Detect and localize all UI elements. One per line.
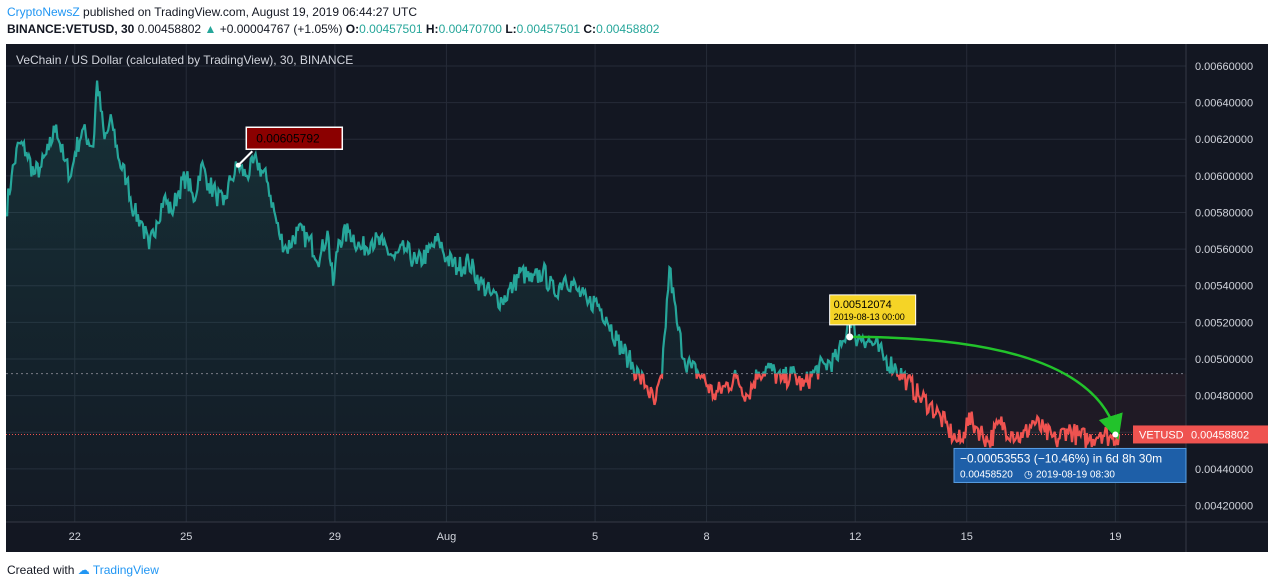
time-axis[interactable]: 22 25 29 Aug 5 8 12 15 19 xyxy=(69,531,1122,543)
low-marker-date: 2019-08-13 00:00 xyxy=(834,312,905,322)
chart-title: VeChain / US Dollar (calculated by Tradi… xyxy=(16,53,353,67)
footer: Created with ☁ TradingView xyxy=(7,563,159,577)
x-tick-label: 22 xyxy=(69,531,81,543)
y-tick-label: 0.00600000 xyxy=(1195,171,1253,183)
y-tick-label: 0.00500000 xyxy=(1195,354,1253,366)
y-tick-label: 0.00640000 xyxy=(1195,98,1253,110)
y-tick-label: 0.00620000 xyxy=(1195,134,1253,146)
symbol-tag-bg xyxy=(1133,425,1186,444)
x-tick-label: Aug xyxy=(437,531,457,543)
high-value: 0.00470700 xyxy=(438,22,502,36)
x-tick-label: 19 xyxy=(1109,531,1121,543)
x-tick-label: 29 xyxy=(329,531,341,543)
created-with-text: Created with xyxy=(7,563,75,577)
high-label: H: xyxy=(425,22,439,36)
open-value: 0.00457501 xyxy=(359,22,423,36)
price-line-up xyxy=(6,80,914,374)
symbol-tag: VETUSD xyxy=(1139,429,1184,441)
annotations: VETUSD 0.004588020.006057920.005120742019… xyxy=(235,126,1268,483)
symbol-label: BINANCE:VETUSD, 30 xyxy=(7,22,135,36)
measure-arrow xyxy=(849,335,1123,440)
open-label: O: xyxy=(345,22,360,36)
tradingview-link[interactable]: TradingView xyxy=(92,563,159,577)
y-tick-label: 0.00560000 xyxy=(1195,244,1253,256)
measure-value: 0.00458520 xyxy=(960,469,1013,480)
publish-line: CryptoNewsZ published on TradingView.com… xyxy=(7,5,417,19)
tradingview-logo-icon[interactable]: ☁ xyxy=(77,563,90,577)
up-arrow-icon: ▲ xyxy=(204,22,217,36)
last-value: 0.00458802 xyxy=(137,22,202,36)
measure-start-dot xyxy=(846,333,854,341)
low-label: L: xyxy=(505,22,517,36)
y-tick-label: 0.00540000 xyxy=(1195,281,1253,293)
measure-main: −0.00053553 (−10.46%) in 6d 8h 30m xyxy=(960,451,1162,465)
x-tick-label: 25 xyxy=(180,531,192,543)
measure-end-dot xyxy=(1112,431,1119,438)
high-marker-label: 0.00605792 xyxy=(256,131,320,145)
y-tick-label: 0.00480000 xyxy=(1195,391,1253,403)
low-marker-label: 0.00512074 xyxy=(834,299,892,311)
price-chart[interactable]: 0.004200000.004400000.004600000.00480000… xyxy=(6,44,1268,552)
author-link[interactable]: CryptoNewsZ xyxy=(7,5,80,19)
change-value: +0.00004767 (+1.05%) xyxy=(219,22,343,36)
x-tick-label: 5 xyxy=(592,531,598,543)
low-marker-box xyxy=(829,294,917,326)
price-area xyxy=(6,80,1120,522)
measure-box xyxy=(953,447,1187,483)
y-tick-label: 0.00660000 xyxy=(1195,61,1253,73)
x-tick-label: 15 xyxy=(961,531,973,543)
clock-icon: ◷ xyxy=(1024,469,1033,480)
close-label: C: xyxy=(583,22,597,36)
last-price-tag: 0.00458802 xyxy=(1191,429,1249,441)
last-price-tag-bg xyxy=(1186,425,1268,444)
ohlc-line: BINANCE:VETUSD, 30 0.00458802 ▲ +0.00004… xyxy=(7,22,659,36)
y-tick-label: 0.00520000 xyxy=(1195,317,1253,329)
price-line-down xyxy=(632,373,1121,449)
high-marker-dot xyxy=(235,162,241,168)
x-tick-label: 12 xyxy=(849,531,861,543)
y-tick-label: 0.00420000 xyxy=(1195,501,1253,513)
high-marker-box xyxy=(245,126,344,151)
price-axis[interactable]: 0.004200000.004400000.004600000.00480000… xyxy=(1195,61,1253,513)
published-text: published on TradingView.com, August 19,… xyxy=(83,5,418,19)
y-tick-label: 0.00440000 xyxy=(1195,464,1253,476)
x-tick-label: 8 xyxy=(704,531,710,543)
high-marker-pointer xyxy=(237,150,253,166)
low-value: 0.00457501 xyxy=(516,22,581,36)
measure-datetime: 2019-08-19 08:30 xyxy=(1036,469,1115,480)
close-value: 0.00458802 xyxy=(596,22,660,36)
y-tick-label: 0.00580000 xyxy=(1195,207,1253,219)
